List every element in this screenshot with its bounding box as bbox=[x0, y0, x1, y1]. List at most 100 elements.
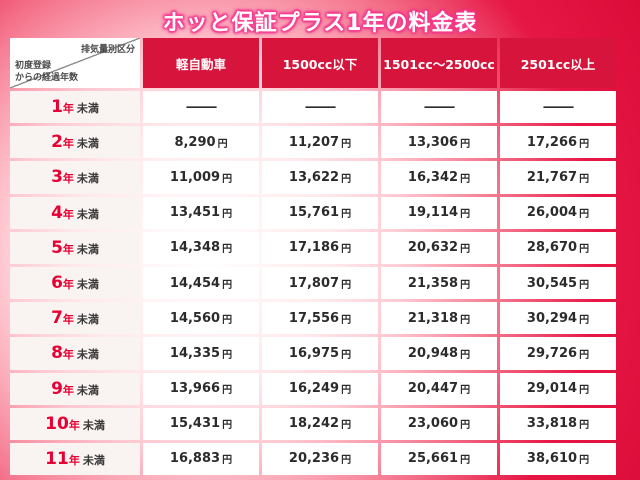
price-value: 20,447 bbox=[407, 381, 459, 397]
page-title: ホッと保証プラス1年の料金表 bbox=[162, 11, 478, 36]
year-unit: 年 bbox=[62, 242, 74, 256]
year-unit: 年 bbox=[62, 383, 74, 397]
row-header-year: 3 年未満 bbox=[10, 161, 140, 194]
year-unit: 年 bbox=[62, 102, 74, 115]
yen-suffix: 円 bbox=[579, 455, 590, 467]
row-header-year: 6 年未満 bbox=[10, 266, 140, 300]
price-cell: 14,560 円 bbox=[143, 302, 259, 335]
yen-suffix: 円 bbox=[460, 349, 471, 361]
price-cell: — bbox=[381, 91, 497, 124]
price-value: 16,342 bbox=[407, 169, 459, 185]
price-value: 17,556 bbox=[288, 310, 340, 326]
price-value: 21,318 bbox=[407, 310, 459, 326]
year-number: 9 bbox=[51, 378, 63, 399]
row-header-year: 5 年未満 bbox=[10, 231, 140, 264]
year-number: 3 bbox=[51, 167, 63, 188]
price-cell: 30,545 円 bbox=[500, 266, 616, 300]
yen-suffix: 円 bbox=[579, 173, 590, 185]
yen-suffix: 円 bbox=[341, 173, 352, 185]
price-cell: 14,454 円 bbox=[143, 266, 259, 300]
price-cell: 13,451 円 bbox=[143, 196, 259, 229]
year-number: 5 bbox=[51, 237, 63, 258]
price-cell: 21,767 円 bbox=[500, 161, 616, 194]
price-cell: 15,431 円 bbox=[143, 407, 259, 440]
price-value: 21,767 bbox=[526, 169, 578, 185]
year-number: 2 bbox=[51, 132, 63, 153]
price-cell: 29,726 円 bbox=[500, 337, 616, 370]
price-value: 13,622 bbox=[288, 169, 340, 185]
yen-suffix: 円 bbox=[222, 420, 233, 432]
yen-suffix: 円 bbox=[460, 420, 471, 432]
yen-suffix: 円 bbox=[579, 209, 590, 221]
price-cell: 20,632 円 bbox=[381, 231, 497, 264]
yen-suffix: 円 bbox=[579, 420, 590, 432]
row-header-year: 4 年未満 bbox=[10, 196, 140, 229]
price-value: 23,060 bbox=[407, 416, 459, 432]
year-number: 4 bbox=[51, 202, 63, 223]
price-value: 20,632 bbox=[407, 240, 459, 256]
column-header: 軽自動車 bbox=[143, 38, 259, 88]
no-price-dash: — bbox=[422, 99, 456, 115]
price-cell: 18,242 円 bbox=[262, 407, 378, 440]
yen-suffix: 円 bbox=[341, 314, 352, 326]
yen-suffix: 円 bbox=[222, 279, 233, 291]
price-value: 11,207 bbox=[288, 134, 340, 150]
yen-suffix: 円 bbox=[341, 385, 352, 397]
year-suffix: 未満 bbox=[82, 418, 105, 432]
price-value: 14,348 bbox=[169, 240, 221, 256]
price-value: 14,335 bbox=[169, 345, 221, 361]
corner-label-years-line2: からの経過年数 bbox=[15, 72, 79, 83]
year-unit: 年 bbox=[68, 453, 80, 467]
price-cell: 13,306 円 bbox=[381, 126, 497, 159]
price-cell: 25,661 円 bbox=[381, 442, 497, 476]
yen-suffix: 円 bbox=[579, 244, 590, 256]
price-value: 30,294 bbox=[526, 310, 578, 326]
yen-suffix: 円 bbox=[460, 138, 471, 150]
yen-suffix: 円 bbox=[579, 138, 590, 150]
price-value: 21,358 bbox=[407, 275, 459, 291]
yen-suffix: 円 bbox=[341, 279, 352, 291]
price-cell: 15,761 円 bbox=[262, 196, 378, 229]
yen-suffix: 円 bbox=[460, 314, 471, 326]
row-header-year: 8 年未満 bbox=[10, 337, 140, 370]
price-cell: 19,114 円 bbox=[381, 196, 497, 229]
price-value: 15,761 bbox=[288, 205, 340, 221]
yen-suffix: 円 bbox=[579, 349, 590, 361]
price-value: 20,948 bbox=[407, 345, 459, 361]
corner-label-years-line1: 初度登録 bbox=[15, 60, 52, 71]
price-cell: 17,807 円 bbox=[262, 266, 378, 300]
no-price-dash: — bbox=[541, 99, 575, 115]
yen-suffix: 円 bbox=[460, 209, 471, 221]
year-suffix: 未満 bbox=[76, 348, 99, 362]
price-value: 18,242 bbox=[288, 416, 340, 432]
price-cell: — bbox=[143, 91, 259, 124]
price-cell: 33,818 円 bbox=[500, 407, 616, 440]
year-suffix: 未満 bbox=[76, 383, 99, 397]
yen-suffix: 円 bbox=[579, 385, 590, 397]
price-cell: 28,670 円 bbox=[500, 231, 616, 264]
yen-suffix: 円 bbox=[341, 420, 352, 432]
price-value: 15,431 bbox=[169, 416, 221, 432]
price-value: 30,545 bbox=[526, 275, 578, 291]
yen-suffix: 円 bbox=[222, 455, 233, 467]
price-cell: 17,556 円 bbox=[262, 302, 378, 335]
price-value: 13,306 bbox=[407, 134, 459, 150]
price-cell: 17,266 円 bbox=[500, 126, 616, 159]
price-value: 16,975 bbox=[288, 345, 340, 361]
yen-suffix: 円 bbox=[460, 385, 471, 397]
yen-suffix: 円 bbox=[217, 138, 228, 150]
yen-suffix: 円 bbox=[341, 455, 352, 467]
price-cell: 23,060 円 bbox=[381, 407, 497, 440]
yen-suffix: 円 bbox=[460, 244, 471, 256]
price-value: 8,290 bbox=[174, 134, 216, 150]
column-header: 1501cc〜2500cc bbox=[381, 38, 497, 88]
price-cell: 20,447 円 bbox=[381, 372, 497, 405]
price-value: 29,014 bbox=[526, 381, 578, 397]
year-unit: 年 bbox=[62, 207, 74, 221]
price-table: 排気量別区分 初度登録 からの経過年数 軽自動車 1500cc以下 1501cc〜2… bbox=[10, 38, 616, 476]
price-value: 16,883 bbox=[169, 451, 221, 467]
price-value: 19,114 bbox=[407, 205, 459, 221]
column-header: 2501cc以上 bbox=[500, 38, 616, 88]
yen-suffix: 円 bbox=[341, 349, 352, 361]
year-suffix: 未満 bbox=[82, 453, 105, 467]
